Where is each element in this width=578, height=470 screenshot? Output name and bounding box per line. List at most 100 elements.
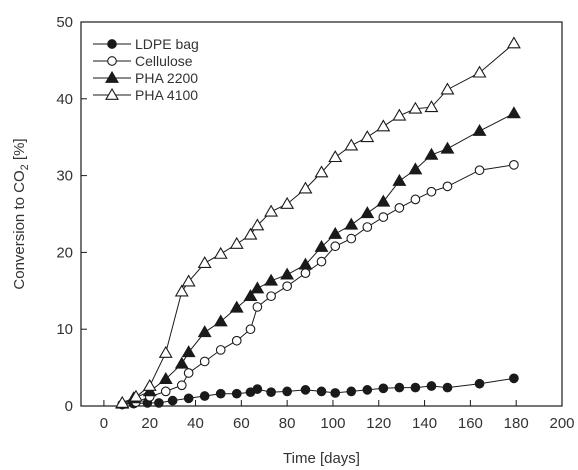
data-point-cellulose [316, 256, 327, 267]
data-point-pha-2200 [280, 267, 295, 280]
series-cellulose [117, 159, 519, 410]
data-point-cellulose [282, 281, 292, 292]
data-point-ldpe-bag [330, 388, 341, 398]
data-point-pha-4100 [129, 389, 143, 402]
data-point-pha-4100 [229, 236, 244, 249]
series-pha-4100 [115, 36, 521, 408]
legend-label: LDPE bag [135, 36, 199, 52]
y-tick-label: 20 [56, 244, 73, 261]
data-point-pha-4100 [250, 218, 265, 231]
data-point-pha-4100 [243, 227, 258, 240]
y-tick-label: 50 [56, 14, 73, 31]
legend-marker [107, 56, 117, 66]
data-point-pha-4100 [142, 378, 157, 391]
data-point-ldpe-bag [509, 373, 519, 384]
data-point-pha-4100 [158, 345, 173, 358]
data-point-cellulose [199, 356, 210, 367]
x-tick-label: 160 [458, 415, 483, 432]
legend-marker [105, 70, 119, 83]
data-point-cellulose [183, 368, 194, 378]
data-point-cellulose [215, 345, 226, 355]
data-point-cellulose [300, 268, 311, 278]
legend-label: PHA 4100 [135, 87, 198, 103]
data-point-cellulose [266, 291, 276, 302]
data-point-ldpe-bag [231, 388, 242, 399]
data-point-pha-4100 [174, 284, 189, 297]
data-point-pha-4100 [115, 395, 130, 408]
x-tick-label: 40 [187, 415, 204, 432]
data-point-pha-4100 [344, 138, 359, 151]
data-point-ldpe-bag [282, 386, 292, 397]
data-point-ldpe-bag [394, 382, 405, 393]
x-tick-label: 0 [100, 415, 108, 432]
y-tick-label: 10 [56, 321, 73, 338]
data-point-ldpe-bag [167, 395, 178, 406]
data-point-pha-4100 [506, 36, 521, 49]
data-point-cellulose [362, 222, 373, 232]
data-point-pha-2200 [328, 226, 343, 239]
data-point-cellulose [252, 302, 263, 312]
data-point-pha-2200 [472, 123, 487, 136]
data-point-cellulose [509, 159, 519, 170]
legend-item-pha-4100: PHA 4100 [93, 87, 198, 103]
data-point-pha-4100 [181, 274, 196, 287]
plot-border [80, 21, 563, 407]
data-point-ldpe-bag [154, 398, 164, 408]
x-tick-label: 80 [279, 415, 296, 432]
data-point-pha-4100 [472, 65, 487, 78]
series-pha-2200 [115, 106, 521, 409]
data-point-pha-2200 [424, 147, 439, 160]
data-point-cellulose [330, 241, 341, 252]
data-point-cellulose [378, 212, 389, 222]
data-point-pha-4100 [440, 82, 455, 95]
y-axis-title-subscript: 2 [19, 164, 31, 170]
data-point-pha-2200 [243, 289, 258, 302]
series-layer [115, 36, 521, 410]
data-point-ldpe-bag [362, 385, 373, 395]
data-point-cellulose [474, 165, 485, 176]
data-point-cellulose [160, 386, 171, 397]
legend-label: PHA 2200 [135, 70, 198, 86]
axis-ticks: 0 20 40 60 80 100 120 140 160 180 200 0 10 20 30 40 50 [56, 14, 574, 432]
data-point-pha-2200 [344, 217, 359, 230]
data-point-pha-2200 [174, 356, 189, 369]
data-point-pha-4100 [328, 150, 343, 163]
y-axis-title: Conversion to CO2 [%] [11, 138, 31, 289]
data-point-pha-2200 [376, 194, 391, 207]
data-point-cellulose [394, 203, 405, 213]
data-point-ldpe-bag [199, 391, 210, 401]
data-point-cellulose [410, 194, 421, 205]
data-point-pha-4100 [424, 100, 439, 113]
x-axis-title: Time [days] [283, 450, 360, 467]
plot-frame [80, 21, 563, 407]
data-point-ldpe-bag [474, 378, 485, 389]
data-point-ldpe-bag [252, 384, 263, 394]
data-point-pha-2200 [440, 141, 455, 154]
data-point-pha-2200 [158, 372, 173, 384]
data-point-pha-4100 [264, 204, 279, 217]
data-point-pha-2200 [360, 206, 375, 219]
data-point-ldpe-bag [316, 386, 327, 397]
data-point-pha-4100 [376, 119, 391, 132]
data-point-cellulose [245, 324, 256, 335]
x-tick-label: 100 [320, 415, 345, 432]
x-tick-label: 140 [412, 415, 437, 432]
y-axis-title-suffix: [%] [11, 138, 28, 164]
legend-item-cellulose: Cellulose [93, 53, 193, 69]
legend-item-pha-2200: PHA 2200 [93, 70, 198, 86]
data-point-pha-4100 [314, 165, 329, 178]
x-tick-label: 180 [504, 415, 529, 432]
x-tick-label: 200 [549, 415, 574, 432]
series-ldpe-bag [117, 373, 519, 410]
data-point-pha-2200 [229, 300, 244, 313]
data-point-pha-4100 [280, 196, 295, 209]
y-axis-title-main: Conversion to CO [11, 170, 28, 289]
legend-label: Cellulose [135, 53, 193, 69]
data-point-ldpe-bag [183, 393, 194, 404]
data-point-pha-2200 [298, 257, 313, 270]
data-point-pha-4100 [197, 256, 212, 269]
data-point-pha-2200 [213, 314, 228, 327]
data-point-pha-2200 [408, 162, 423, 175]
legend-marker [107, 39, 117, 49]
